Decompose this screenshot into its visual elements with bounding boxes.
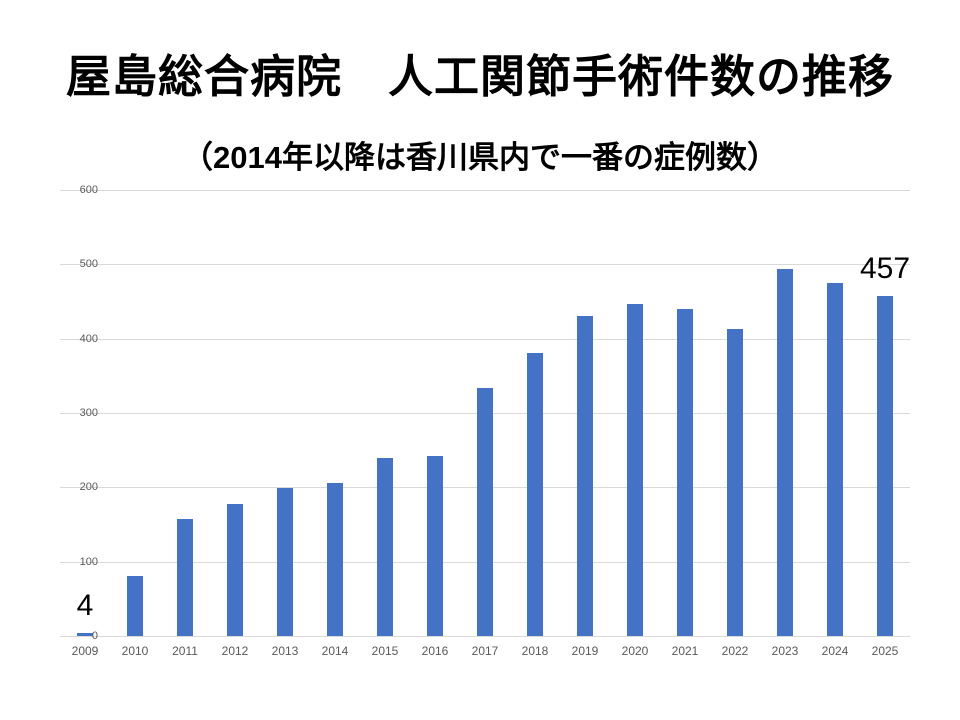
y-axis-tick-label: 500 <box>79 258 98 271</box>
x-axis-tick-label-2012: 2012 <box>221 644 249 658</box>
x-axis-tick-label-2014: 2014 <box>321 644 349 658</box>
bar-chart: 0 100 200 300 400 500 600 2009 2010 2011 2012 2013 2… <box>0 185 960 690</box>
gridline-y-600 <box>60 190 910 191</box>
x-axis-tick-label-2020: 2020 <box>621 644 649 658</box>
chart-subtitle: （2014年以降は香川県内で一番の症例数） <box>182 140 778 175</box>
x-axis-tick-label-2023: 2023 <box>771 644 799 658</box>
x-axis-tick-label-2013: 2013 <box>271 644 299 658</box>
x-axis-tick-label-2017: 2017 <box>471 644 499 658</box>
x-axis-tick-label-2025: 2025 <box>871 644 899 658</box>
bar-2017 <box>477 388 493 636</box>
bar-2020 <box>627 303 643 636</box>
bar-2019 <box>577 316 593 636</box>
bar-2022 <box>727 329 743 636</box>
bar-2010 <box>127 575 143 636</box>
bar-2011 <box>177 519 193 636</box>
data-label-2025: 457 <box>859 252 911 286</box>
bar-2021 <box>677 308 693 636</box>
bar-2016 <box>427 456 443 636</box>
x-axis-tick-label-2019: 2019 <box>571 644 599 658</box>
gridline-y-0 <box>60 636 910 637</box>
y-axis-tick-label: 400 <box>79 332 98 345</box>
plot-area <box>60 190 910 637</box>
chart-title: 屋島総合病院 人工関節手術件数の推移 <box>65 51 894 102</box>
x-axis-tick-label-2024: 2024 <box>821 644 849 658</box>
x-axis-tick-label-2010: 2010 <box>121 644 149 658</box>
x-axis-tick-label-2018: 2018 <box>521 644 549 658</box>
bar-2024 <box>827 282 843 636</box>
bar-2014 <box>327 482 343 636</box>
y-axis-tick-label: 0 <box>91 630 98 642</box>
x-axis-tick-label-2016: 2016 <box>421 644 449 658</box>
bar-2025 <box>877 296 893 636</box>
bar-2009 <box>77 633 93 636</box>
x-axis-tick-label-2021: 2021 <box>671 644 699 658</box>
x-axis-tick-label-2011: 2011 <box>172 644 198 658</box>
gridline-y-400 <box>60 338 910 340</box>
bar-2013 <box>277 488 293 636</box>
y-axis-tick-label: 200 <box>79 481 98 494</box>
gridline-y-500 <box>60 264 910 266</box>
data-label-2009: 4 <box>76 589 94 623</box>
bar-2015 <box>377 457 393 636</box>
bar-2023 <box>777 268 793 636</box>
y-axis-tick-label: 600 <box>79 184 98 196</box>
bar-2018 <box>527 352 543 636</box>
x-axis-tick-label-2009: 2009 <box>71 644 99 658</box>
x-axis-tick-label-2015: 2015 <box>371 644 399 658</box>
y-axis-tick-label: 300 <box>79 407 98 419</box>
y-axis-tick-label: 100 <box>79 555 98 568</box>
bar-2012 <box>227 504 243 636</box>
x-axis-tick-label-2022: 2022 <box>721 644 749 658</box>
